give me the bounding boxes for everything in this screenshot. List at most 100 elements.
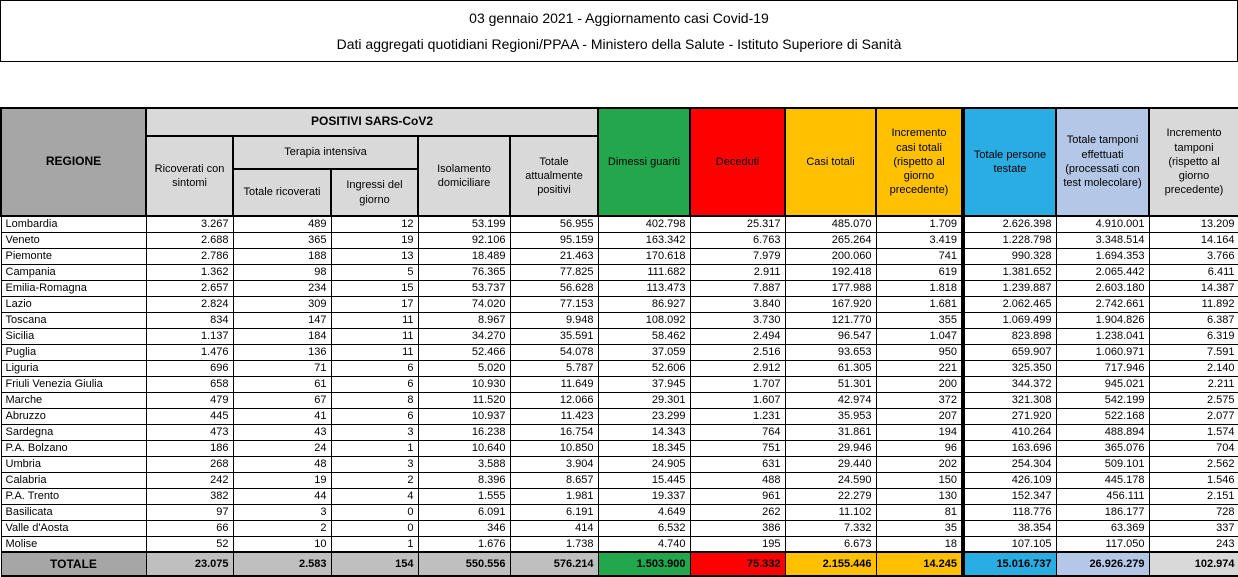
region-cell: Lombardia xyxy=(0,215,147,233)
value-cell: 96 xyxy=(875,439,964,457)
value-cell: 1.476 xyxy=(145,343,234,361)
value-cell: 61 xyxy=(232,375,332,393)
value-cell: 221 xyxy=(875,359,964,377)
value-cell: 15 xyxy=(330,279,419,297)
value-cell: 52.466 xyxy=(417,343,511,361)
value-cell: 445 xyxy=(145,407,234,425)
value-cell: 945.021 xyxy=(1055,375,1150,393)
value-cell: 194 xyxy=(875,423,964,441)
value-cell: 262 xyxy=(689,503,786,521)
totale-value-cell: 2.155.446 xyxy=(784,551,877,577)
value-cell: 2.911 xyxy=(689,263,786,281)
header-terapia-intensiva: Terapia intensiva xyxy=(232,135,419,170)
value-cell: 5.787 xyxy=(509,359,599,377)
value-cell: 170.618 xyxy=(597,247,691,265)
region-cell: Valle d'Aosta xyxy=(0,519,147,537)
value-cell: 10.937 xyxy=(417,407,511,425)
title-box: 03 gennaio 2021 - Aggiornamento casi Cov… xyxy=(0,0,1238,62)
value-cell: 1.738 xyxy=(509,535,599,553)
value-cell: 509.101 xyxy=(1055,455,1150,473)
value-cell: 74.020 xyxy=(417,295,511,313)
value-cell: 86.927 xyxy=(597,295,691,313)
value-cell: 696 xyxy=(145,359,234,377)
value-cell: 382 xyxy=(145,487,234,505)
value-cell: 0 xyxy=(330,519,419,537)
value-cell: 2.151 xyxy=(1148,487,1238,505)
value-cell: 741 xyxy=(875,247,964,265)
value-cell: 3.588 xyxy=(417,455,511,473)
totale-value-cell: 26.926.279 xyxy=(1055,551,1150,577)
totale-value-cell: 1.503.900 xyxy=(597,551,691,577)
value-cell: 243 xyxy=(1148,535,1238,553)
covid-table: REGIONE POSITIVI SARS-CoV2 Dimessi guari… xyxy=(0,107,1238,577)
value-cell: 344.372 xyxy=(961,375,1057,393)
value-cell: 186 xyxy=(145,439,234,457)
value-cell: 18.489 xyxy=(417,247,511,265)
value-cell: 61.305 xyxy=(784,359,877,377)
value-cell: 473 xyxy=(145,423,234,441)
value-cell: 619 xyxy=(875,263,964,281)
table-footer: TOTALE 23.075 2.583 154 550.556 576.214 1.503… xyxy=(0,551,1238,577)
value-cell: 8 xyxy=(330,391,419,409)
value-cell: 0 xyxy=(330,503,419,521)
value-cell: 1.574 xyxy=(1148,423,1238,441)
value-cell: 18 xyxy=(875,535,964,553)
value-cell: 542.199 xyxy=(1055,391,1150,409)
value-cell: 18.345 xyxy=(597,439,691,457)
value-cell: 2.742.661 xyxy=(1055,295,1150,313)
value-cell: 24.905 xyxy=(597,455,691,473)
value-cell: 2.562 xyxy=(1148,455,1238,473)
value-cell: 53.199 xyxy=(417,215,511,233)
value-cell: 950 xyxy=(875,343,964,361)
value-cell: 355 xyxy=(875,311,964,329)
value-cell: 7.887 xyxy=(689,279,786,297)
value-cell: 2 xyxy=(232,519,332,537)
value-cell: 98 xyxy=(232,263,332,281)
value-cell: 365.076 xyxy=(1055,439,1150,457)
value-cell: 11 xyxy=(330,327,419,345)
value-cell: 24.590 xyxy=(784,471,877,489)
value-cell: 1.228.798 xyxy=(961,231,1057,249)
value-cell: 456.111 xyxy=(1055,487,1150,505)
value-cell: 44 xyxy=(232,487,332,505)
table-row: Emilia-Romagna 2.657 234 15 53.737 56.628 113.… xyxy=(0,279,1238,297)
value-cell: 7.979 xyxy=(689,247,786,265)
value-cell: 76.365 xyxy=(417,263,511,281)
value-cell: 7.332 xyxy=(784,519,877,537)
value-cell: 192.418 xyxy=(784,263,877,281)
value-cell: 4.649 xyxy=(597,503,691,521)
value-cell: 1.381.652 xyxy=(961,263,1057,281)
value-cell: 1.981 xyxy=(509,487,599,505)
header-positivi-sars-cov2: POSITIVI SARS-CoV2 xyxy=(145,107,599,137)
value-cell: 4.740 xyxy=(597,535,691,553)
value-cell: 202 xyxy=(875,455,964,473)
value-cell: 6.673 xyxy=(784,535,877,553)
table-row: Veneto 2.688 365 19 92.106 95.159 163.342 6.763… xyxy=(0,231,1238,249)
value-cell: 8.967 xyxy=(417,311,511,329)
value-cell: 346 xyxy=(417,519,511,537)
value-cell: 1.047 xyxy=(875,327,964,345)
value-cell: 11.102 xyxy=(784,503,877,521)
value-cell: 5 xyxy=(330,263,419,281)
value-cell: 337 xyxy=(1148,519,1238,537)
value-cell: 489 xyxy=(232,215,332,233)
value-cell: 1.904.826 xyxy=(1055,311,1150,329)
value-cell: 35.953 xyxy=(784,407,877,425)
value-cell: 163.696 xyxy=(961,439,1057,457)
value-cell: 71 xyxy=(232,359,332,377)
value-cell: 1.709 xyxy=(875,215,964,233)
value-cell: 751 xyxy=(689,439,786,457)
table-row: Campania 1.362 98 5 76.365 77.825 111.682 2.911… xyxy=(0,263,1238,281)
value-cell: 2.140 xyxy=(1148,359,1238,377)
totale-value-cell: 550.556 xyxy=(417,551,511,577)
value-cell: 1.694.353 xyxy=(1055,247,1150,265)
value-cell: 410.264 xyxy=(961,423,1057,441)
value-cell: 3 xyxy=(330,423,419,441)
value-cell: 93.653 xyxy=(784,343,877,361)
value-cell: 2.657 xyxy=(145,279,234,297)
value-cell: 11.520 xyxy=(417,391,511,409)
totale-value-cell: 75.332 xyxy=(689,551,786,577)
value-cell: 56.628 xyxy=(509,279,599,297)
value-cell: 2.065.442 xyxy=(1055,263,1150,281)
value-cell: 81 xyxy=(875,503,964,521)
